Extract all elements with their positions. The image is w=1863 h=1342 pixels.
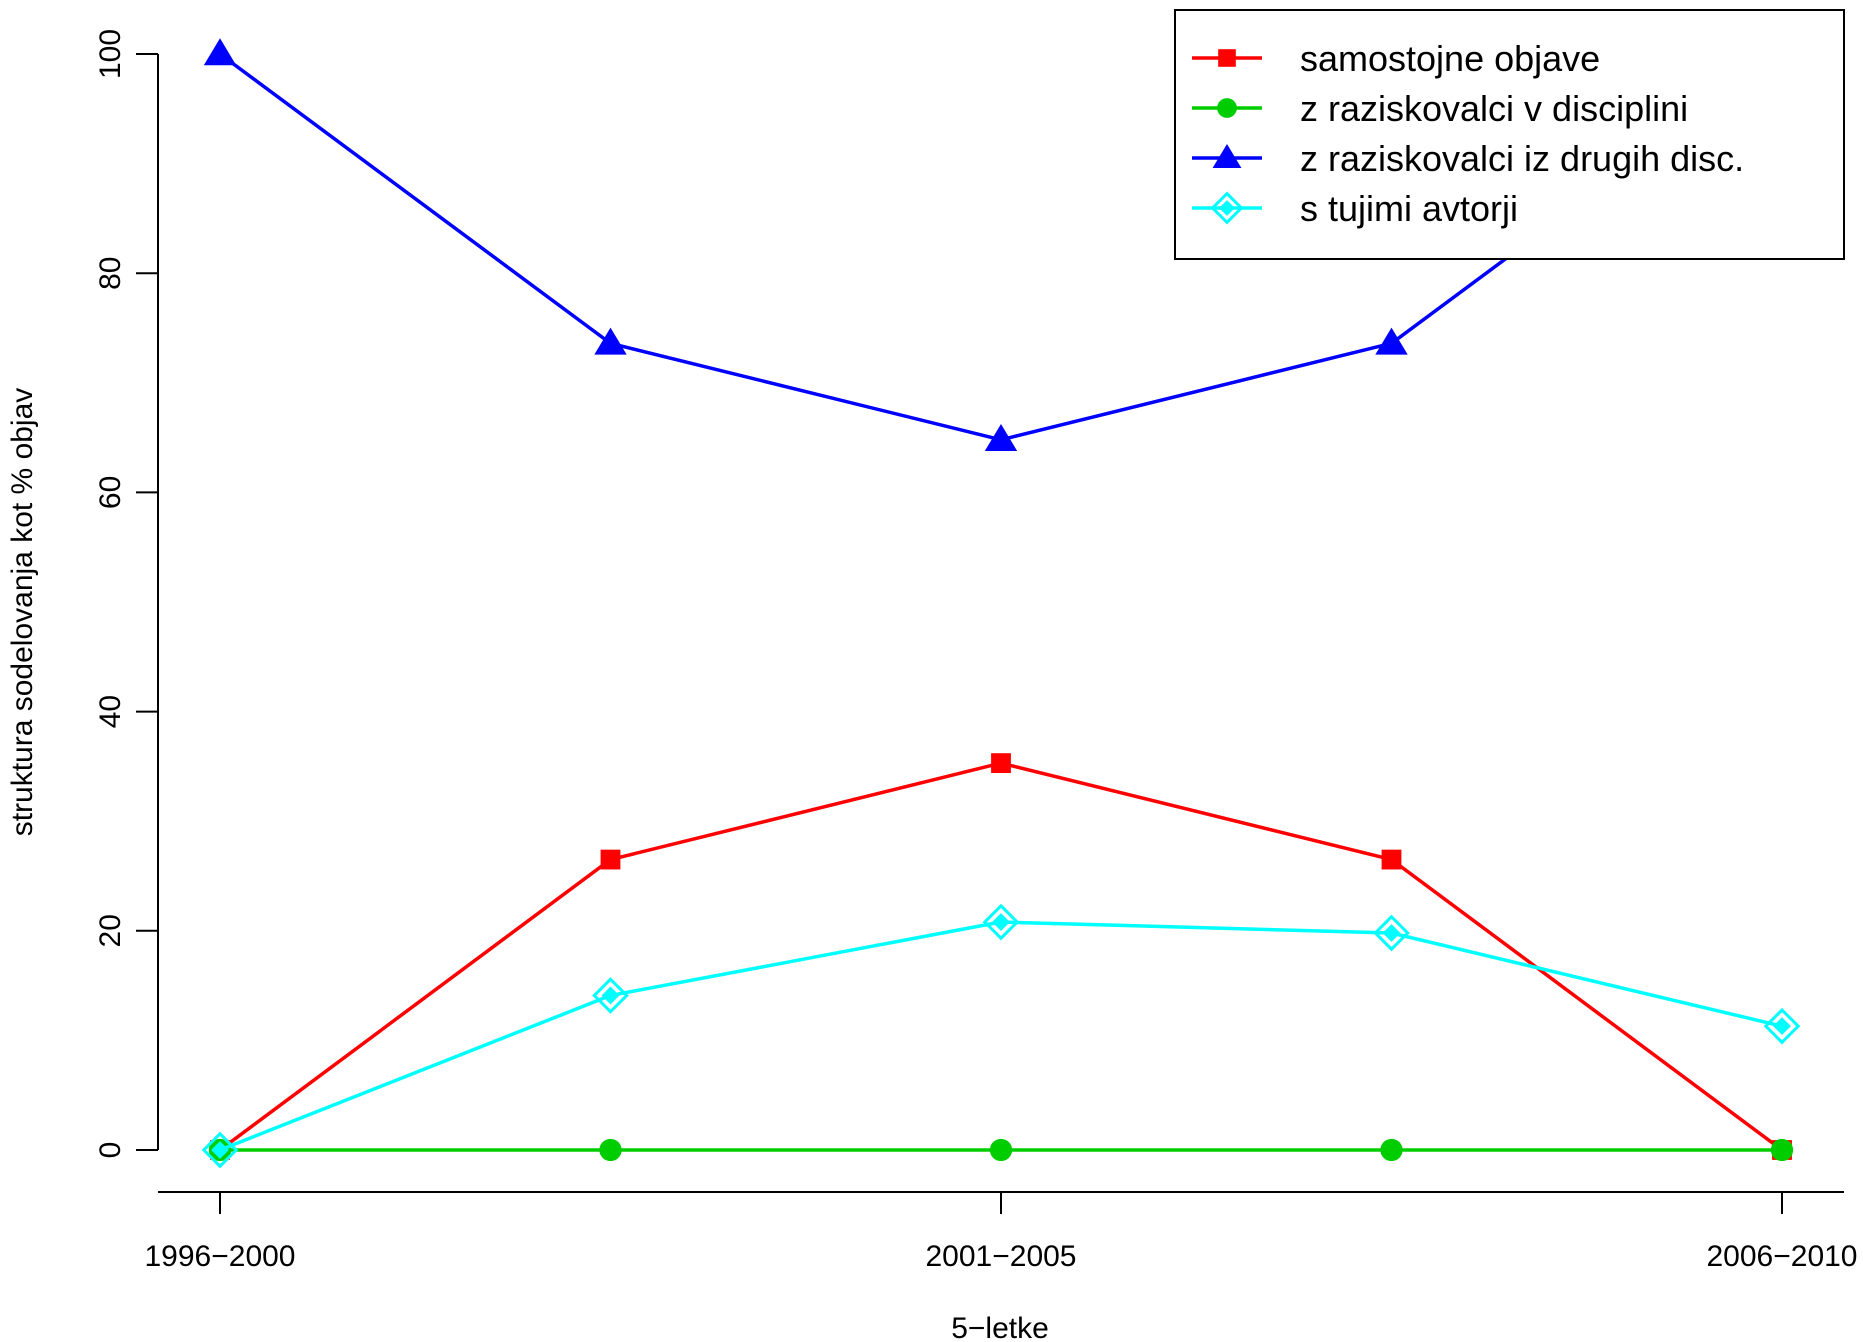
x-tick-label: 2001−2005 (926, 1240, 1077, 1273)
legend-label: z raziskovalci v disciplini (1300, 88, 1688, 129)
legend-marker-inner (1219, 200, 1235, 216)
data-point (600, 849, 621, 870)
legend-marker (1210, 191, 1244, 225)
data-point (1381, 849, 1402, 870)
y-tick-label: 60 (94, 476, 127, 509)
data-point (1770, 1138, 1794, 1162)
series-2 (208, 1138, 1794, 1162)
x-axis-label: 5−letke (951, 1312, 1049, 1342)
legend-entry: samostojne objave (1192, 38, 1600, 79)
legend-entry: z raziskovalci iz drugih disc. (1192, 138, 1744, 179)
data-point (599, 1138, 622, 1162)
y-tick-label: 20 (94, 914, 127, 947)
legend-entry: z raziskovalci v disciplini (1192, 88, 1688, 129)
legend: samostojne objave z raziskovalci v discip… (1174, 9, 1845, 260)
y-tick-label: 40 (94, 695, 127, 728)
legend-box (1174, 9, 1845, 260)
y-axis-label: struktura sodelovanja kot % objav (6, 388, 39, 837)
legend-entry: s tujimi avtorji (1192, 188, 1518, 229)
data-point-inner (601, 986, 620, 1005)
data-point-inner (1382, 924, 1401, 942)
data-point (1373, 914, 1410, 952)
data-point (203, 38, 237, 66)
data-point-inner (211, 1141, 229, 1159)
data-point (982, 903, 1020, 941)
x-tick-label: 1996−2000 (145, 1240, 296, 1273)
x-axis: 1996−2000 2001−2005 2006−2010 (145, 1191, 1858, 1273)
data-point (1380, 1138, 1403, 1162)
data-point-inner (1773, 1017, 1791, 1036)
legend-marker (1217, 98, 1237, 118)
y-tick-label: 80 (94, 257, 127, 290)
data-point-inner (992, 913, 1010, 931)
legend-label: z raziskovalci iz drugih disc. (1300, 138, 1744, 179)
y-tick-label: 100 (94, 29, 127, 79)
data-point (594, 327, 627, 355)
y-axis: 0 20 40 60 80 100 (94, 29, 159, 1159)
y-tick-label: 0 (94, 1142, 127, 1159)
legend-marker (1218, 49, 1236, 67)
data-point (201, 1131, 239, 1169)
data-point (989, 1138, 1013, 1162)
data-point (991, 753, 1011, 774)
data-point (1763, 1007, 1801, 1045)
data-point (984, 424, 1018, 452)
legend-label: samostojne objave (1300, 38, 1600, 79)
legend-label: s tujimi avtorji (1300, 188, 1518, 229)
data-point (592, 977, 629, 1014)
x-tick-label: 2006−2010 (1707, 1240, 1858, 1273)
series-4 (201, 903, 1801, 1169)
legend-marker (1212, 144, 1242, 168)
data-point (1375, 327, 1408, 355)
